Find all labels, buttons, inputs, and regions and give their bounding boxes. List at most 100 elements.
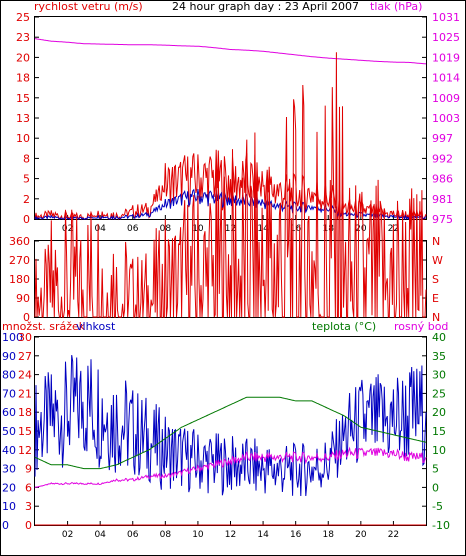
temperature-tick-label: 20	[432, 406, 446, 419]
wind-speed-tick-label: 0	[23, 213, 30, 226]
humidity-tick-label: 80	[2, 369, 16, 382]
chart-title: 24 hour graph day : 23 April 2007	[172, 0, 359, 13]
rain-tick-label: 30	[18, 331, 32, 344]
x-tick-label: 14	[257, 224, 269, 234]
direction-degrees-tick-label: 180	[9, 273, 30, 286]
pressure-tick-label: 992	[432, 152, 453, 165]
direction-compass-tick-label: N	[432, 235, 440, 248]
humidity-tick-label: 70	[2, 387, 16, 400]
wind-speed-tick-label: 8	[23, 152, 30, 165]
panel1-series-red-line	[34, 149, 427, 221]
humidity-label: vlhkost	[76, 320, 116, 333]
humidity-tick-label: 20	[2, 481, 16, 494]
pressure-tick-label: 1009	[432, 92, 460, 105]
temperature-tick-label: -10	[432, 519, 450, 532]
panel-wind-direction	[34, 240, 427, 318]
rain-tick-label: 15	[18, 425, 32, 438]
wind-speed-tick-label: 10	[16, 132, 30, 145]
panel-humidity-temp	[34, 336, 427, 526]
rain-tick-label: 0	[25, 519, 32, 532]
pressure-tick-label: 997	[432, 132, 453, 145]
direction-degrees-tick-label: 0	[23, 311, 30, 324]
rain-tick-label: 6	[25, 481, 32, 494]
temperature-tick-label: 40	[432, 331, 446, 344]
humidity-tick-label: 40	[2, 444, 16, 457]
direction-compass-tick-label: E	[432, 292, 439, 305]
pressure-tick-label: 1019	[432, 51, 460, 64]
series-rosn--bod-line	[34, 446, 427, 489]
x-tick-label: 04	[94, 530, 106, 540]
x-tick-label: 02	[62, 224, 73, 234]
x-tick-label: 20	[355, 224, 367, 234]
pressure-tick-label: 981	[432, 193, 453, 206]
temperature-tick-label: 0	[432, 481, 439, 494]
humidity-tick-label: 60	[2, 406, 16, 419]
dewpoint-label: rosný bod	[394, 320, 448, 333]
x-tick-label: 12	[225, 530, 236, 540]
temperature-tick-label: 30	[432, 369, 446, 382]
panel1-series-magenta-line	[34, 38, 427, 65]
temperature-tick-label: -5	[432, 500, 443, 513]
wind-speed-tick-label: 15	[16, 92, 30, 105]
humidity-tick-label: 0	[2, 519, 9, 532]
panel3-time-axis: 02 04 06 08 10 12 14 16 18 20 22	[62, 521, 399, 540]
wind-speed-tick-label: 25	[16, 11, 30, 24]
wind-speed-tick-label: 2	[23, 193, 30, 206]
humidity-tick-label: 50	[2, 425, 16, 438]
x-tick-label: 22	[388, 530, 399, 540]
panel3-series	[34, 355, 427, 526]
rain-tick-label: 21	[18, 387, 32, 400]
temperature-tick-label: 10	[432, 444, 446, 457]
x-tick-label: 14	[257, 530, 269, 540]
direction-degrees-tick-label: 90	[16, 292, 30, 305]
wind-direction-line	[34, 52, 427, 318]
pressure-tick-label: 1025	[432, 31, 460, 44]
humidity-tick-label: 10	[2, 500, 16, 513]
series-teplota---c--line	[34, 396, 427, 470]
rain-tick-label: 18	[18, 406, 32, 419]
x-tick-label: 12	[225, 224, 236, 234]
rain-tick-label: 3	[25, 500, 32, 513]
panel2-series	[34, 52, 427, 318]
panel1-series-blue-line	[34, 188, 427, 221]
temperature-tick-label: 5	[432, 463, 439, 476]
rain-tick-label: 12	[18, 444, 32, 457]
pressure-tick-label: 1031	[432, 11, 460, 24]
direction-degrees-tick-label: 360	[9, 235, 30, 248]
pressure-axis: 975 981 986 992 997 1003 1009 1014 1019 1025 1031	[422, 11, 460, 226]
x-tick-label: 02	[62, 530, 73, 540]
x-tick-label: 06	[127, 530, 139, 540]
temperature-tick-label: 25	[432, 387, 446, 400]
rain-tick-label: 9	[25, 463, 32, 476]
pressure-tick-label: 975	[432, 213, 453, 226]
direction-compass-tick-label: S	[432, 273, 439, 286]
direction-degrees-tick-label: 270	[9, 254, 30, 267]
rain-tick-label: 24	[18, 369, 32, 382]
pressure-tick-label: 1003	[432, 112, 460, 125]
direction-compass-tick-label: W	[432, 254, 443, 267]
series-vlhkost-line	[34, 355, 427, 497]
humidity-tick-label: 90	[2, 350, 16, 363]
panel1-series	[34, 38, 427, 221]
direction-compass-tick-label: N	[432, 311, 440, 324]
humidity-tick-label: 30	[2, 463, 16, 476]
pressure-tick-label: 986	[432, 173, 453, 186]
x-tick-label: 08	[160, 530, 172, 540]
pressure-label: tlak (hPa)	[370, 0, 422, 13]
temperature-label: teplota (°C)	[312, 320, 376, 333]
x-tick-label: 16	[290, 530, 302, 540]
wind-speed-tick-label: 20	[16, 51, 30, 64]
x-tick-label: 18	[323, 530, 335, 540]
wind-speed-tick-label: 18	[16, 72, 30, 85]
pressure-tick-label: 1014	[432, 72, 460, 85]
temperature-tick-label: 35	[432, 350, 446, 363]
wind-speed-label: rychlost vetru (m/s)	[34, 0, 143, 13]
direction-degrees-axis: 0 90 180 270 360	[9, 235, 39, 324]
panel-wind-pressure	[34, 16, 427, 220]
wind-speed-tick-label: 13	[16, 112, 30, 125]
wind-speed-tick-label: 5	[23, 173, 30, 186]
rain-tick-label: 27	[18, 350, 32, 363]
